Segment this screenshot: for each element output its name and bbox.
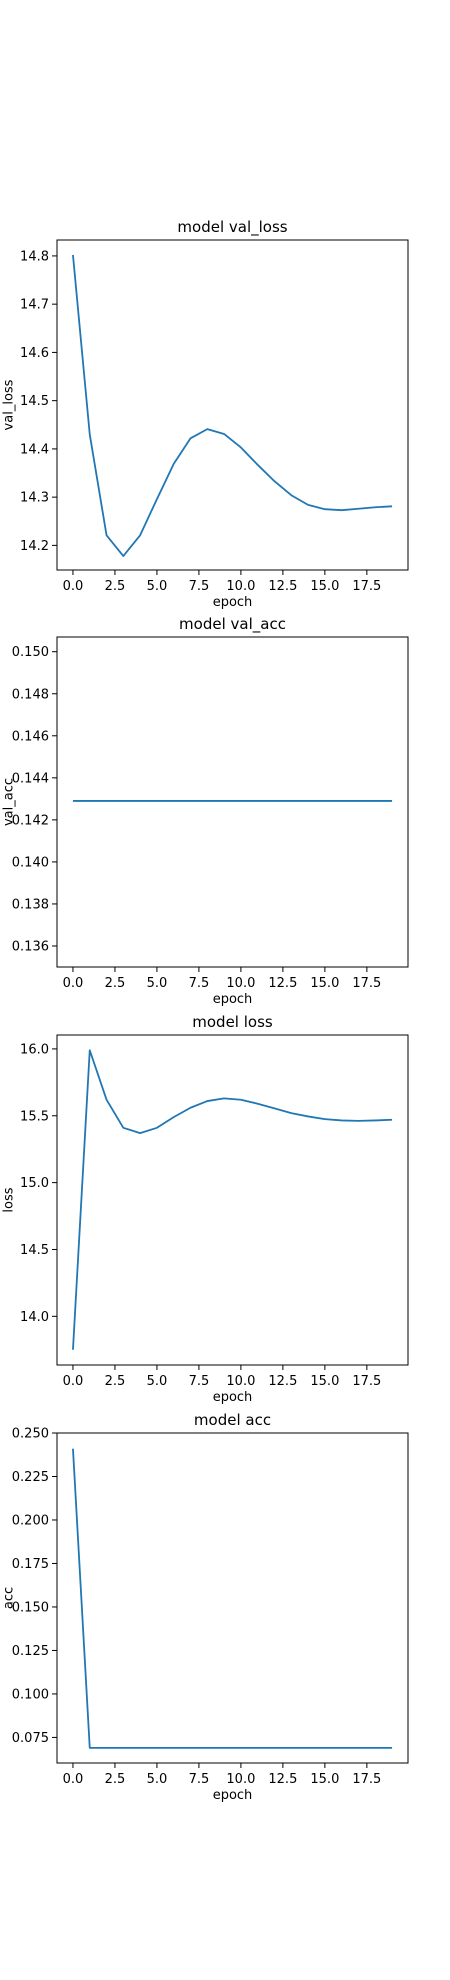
y-tick-label: 0.138 — [12, 897, 49, 912]
x-tick-label: 10.0 — [226, 1374, 255, 1389]
x-axis-label: epoch — [213, 992, 253, 1007]
chart-panel-1: model val_loss 0.0 2.5 5.0 7.5 10.0 12.5 15.0 17… — [2, 218, 409, 610]
y-tick-label: 14.2 — [20, 539, 49, 554]
y-tick-label: 14.4 — [20, 442, 49, 457]
y-tick-label: 14.3 — [20, 491, 49, 506]
x-tick-label: 17.5 — [352, 579, 381, 594]
y-tick-label: 0.250 — [12, 1427, 49, 1442]
y-tick-label: 0.136 — [12, 939, 49, 954]
x-tick-label: 7.5 — [189, 1772, 210, 1787]
y-tick-label: 14.5 — [20, 394, 49, 409]
x-tick-label: 7.5 — [189, 1374, 210, 1389]
x-tick-label: 5.0 — [147, 1772, 168, 1787]
y-tick-label: 0.125 — [12, 1644, 49, 1659]
x-tick-label: 0.0 — [63, 579, 84, 594]
chart-title: model acc — [194, 1411, 271, 1429]
x-tick-label: 12.5 — [268, 1772, 297, 1787]
x-tick-label: 5.0 — [147, 579, 168, 594]
x-tick-label: 0.0 — [63, 1772, 84, 1787]
x-axis-label: epoch — [213, 595, 253, 610]
plot-frame — [56, 1034, 409, 1366]
x-tick-label: 17.5 — [352, 1772, 381, 1787]
y-tick-label: 0.225 — [12, 1470, 49, 1485]
x-tick-label: 5.0 — [147, 1374, 168, 1389]
y-tick-label: 0.148 — [12, 687, 49, 702]
y-tick-label: 14.5 — [20, 1243, 49, 1258]
plot-frame — [56, 1432, 409, 1764]
y-axis-label: acc — [2, 1587, 17, 1609]
x-tick-label: 15.0 — [310, 579, 339, 594]
y-tick-label: 0.200 — [12, 1513, 49, 1528]
y-axis-label: loss — [2, 1187, 17, 1212]
y-tick-label: 0.075 — [12, 1731, 49, 1746]
chart-panel-4: model acc 0.0 2.5 5.0 7.5 10.0 12.5 15.0 17.5 0.0… — [2, 1411, 409, 1803]
x-axis-label: epoch — [213, 1788, 253, 1803]
x-tick-label: 7.5 — [189, 976, 210, 991]
plot-frame — [56, 636, 409, 968]
y-tick-label: 14.8 — [20, 249, 49, 264]
y-tick-label: 0.150 — [12, 645, 49, 660]
y-axis-label: val_acc — [2, 778, 17, 826]
y-axis-label: val_loss — [2, 379, 17, 430]
chart-title: model loss — [192, 1013, 273, 1031]
x-tick-label: 15.0 — [310, 1374, 339, 1389]
y-tick-label: 0.146 — [12, 729, 49, 744]
x-axis-label: epoch — [213, 1390, 253, 1405]
x-tick-label: 0.0 — [63, 1374, 84, 1389]
y-tick-label: 16.0 — [20, 1042, 49, 1057]
plot-frame — [56, 239, 409, 571]
chart-panel-3: model loss 0.0 2.5 5.0 7.5 10.0 12.5 15.0 17.5 14… — [2, 1013, 409, 1405]
x-tick-label: 12.5 — [268, 976, 297, 991]
y-tick-label: 0.142 — [12, 813, 49, 828]
x-tick-label: 10.0 — [226, 579, 255, 594]
series-line — [72, 1448, 393, 1749]
y-tick-label: 14.6 — [20, 346, 49, 361]
x-tick-label: 15.0 — [310, 976, 339, 991]
chart-panel-2: model val_acc 0.0 2.5 5.0 7.5 10.0 12.5 15.0 17.… — [2, 615, 409, 1007]
x-tick-label: 10.0 — [226, 1772, 255, 1787]
x-tick-label: 2.5 — [105, 976, 126, 991]
chart-title: model val_loss — [177, 218, 287, 237]
x-tick-label: 17.5 — [352, 976, 381, 991]
x-tick-label: 12.5 — [268, 1374, 297, 1389]
y-tick-label: 0.140 — [12, 855, 49, 870]
x-tick-label: 12.5 — [268, 579, 297, 594]
y-tick-label: 0.144 — [12, 771, 49, 786]
series-line — [72, 254, 393, 557]
x-tick-label: 17.5 — [352, 1374, 381, 1389]
x-tick-label: 5.0 — [147, 976, 168, 991]
x-tick-label: 2.5 — [105, 1772, 126, 1787]
y-tick-label: 14.7 — [20, 298, 49, 313]
x-tick-label: 7.5 — [189, 579, 210, 594]
x-tick-label: 2.5 — [105, 1374, 126, 1389]
y-tick-label: 0.150 — [12, 1600, 49, 1615]
y-tick-label: 14.0 — [20, 1310, 49, 1325]
x-tick-label: 2.5 — [105, 579, 126, 594]
y-tick-label: 0.175 — [12, 1557, 49, 1572]
chart-title: model val_acc — [179, 615, 286, 634]
y-tick-label: 15.0 — [20, 1176, 49, 1191]
y-tick-label: 15.5 — [20, 1109, 49, 1124]
series-line — [72, 1049, 393, 1350]
x-tick-label: 0.0 — [63, 976, 84, 991]
y-tick-label: 0.100 — [12, 1687, 49, 1702]
x-tick-label: 15.0 — [310, 1772, 339, 1787]
x-tick-label: 10.0 — [226, 976, 255, 991]
